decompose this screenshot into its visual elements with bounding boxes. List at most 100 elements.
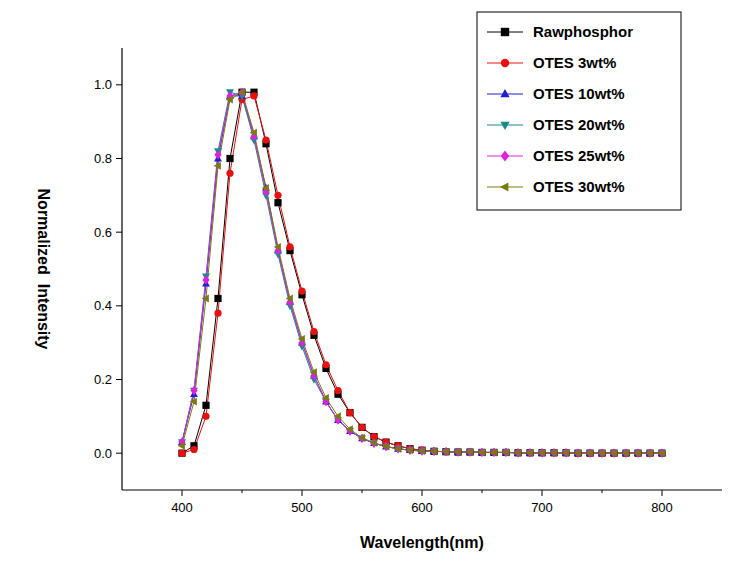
legend-marker <box>500 182 508 191</box>
data-point <box>586 448 593 457</box>
legend-label: Rawphosphor <box>533 23 633 40</box>
legend-label: OTES 25wt% <box>533 147 625 164</box>
data-point <box>178 450 185 457</box>
legend: RawphosphorOTES 3wt%OTES 10wt%OTES 20wt%… <box>477 12 681 210</box>
data-point <box>214 295 221 302</box>
data-point <box>262 136 269 143</box>
data-point <box>442 448 449 456</box>
x-tick-label: 400 <box>171 500 193 515</box>
chart: 4005006007008000.00.20.40.60.81.0Wavelen… <box>0 0 737 573</box>
data-point <box>298 335 305 343</box>
data-point <box>454 448 461 456</box>
y-tick-label: 0.2 <box>94 372 112 387</box>
data-point <box>190 386 197 395</box>
x-tick-label: 500 <box>291 500 313 515</box>
data-point <box>346 409 353 416</box>
legend-label: OTES 30wt% <box>533 178 625 195</box>
data-point <box>610 449 617 457</box>
data-point <box>430 447 437 455</box>
data-point <box>418 446 425 455</box>
y-tick <box>116 453 122 454</box>
data-point <box>502 448 509 457</box>
data-point <box>382 442 389 451</box>
data-point <box>598 448 605 457</box>
legend-label: OTES 3wt% <box>533 54 616 71</box>
data-point <box>502 448 509 456</box>
y-tick-label: 0.8 <box>94 151 112 166</box>
data-point <box>274 192 281 199</box>
data-point <box>658 449 665 457</box>
data-point <box>574 449 581 457</box>
legend-marker <box>501 151 509 162</box>
data-point <box>346 425 353 433</box>
x-tick <box>422 490 423 496</box>
data-point <box>202 295 209 303</box>
data-point <box>226 170 233 177</box>
series-line <box>182 96 662 453</box>
data-point <box>178 450 185 457</box>
data-point <box>238 88 245 97</box>
data-point <box>526 448 533 457</box>
x-tick <box>302 490 303 496</box>
data-point <box>466 447 473 456</box>
data-point <box>562 449 569 457</box>
data-point <box>430 447 437 456</box>
data-point <box>358 434 365 443</box>
data-point <box>442 447 449 456</box>
data-point <box>622 449 629 457</box>
y-tick <box>116 305 122 306</box>
data-point <box>478 448 485 457</box>
data-point <box>538 449 545 457</box>
data-point <box>310 328 317 335</box>
x-minor-tick <box>482 490 483 493</box>
x-minor-tick <box>602 490 603 493</box>
data-point <box>346 409 353 416</box>
data-point <box>382 443 389 451</box>
data-point <box>358 424 365 431</box>
data-point <box>298 288 305 295</box>
data-point <box>262 184 269 192</box>
y-tick <box>116 158 122 159</box>
data-point <box>610 448 617 457</box>
data-point <box>394 445 401 453</box>
series-line <box>182 92 662 453</box>
data-point <box>598 449 605 457</box>
data-point <box>358 424 365 431</box>
data-point <box>322 361 329 368</box>
data-point <box>322 394 329 402</box>
data-point <box>514 449 521 457</box>
legend-box <box>477 12 681 210</box>
data-point <box>286 243 293 250</box>
data-point <box>226 96 233 104</box>
y-tick-label: 0.4 <box>94 298 112 313</box>
y-axis-title: Normalized Intensity <box>35 189 52 350</box>
data-point <box>190 446 197 453</box>
data-point <box>310 368 317 376</box>
y-axis <box>121 48 122 490</box>
data-point <box>586 449 593 457</box>
data-point <box>634 448 641 457</box>
data-point <box>190 398 197 406</box>
data-point <box>466 448 473 456</box>
data-point <box>202 402 209 409</box>
data-point <box>490 448 497 456</box>
data-point <box>406 446 413 454</box>
x-tick <box>182 490 183 496</box>
data-point <box>250 92 257 99</box>
legend-marker <box>500 89 509 97</box>
legend-marker <box>501 28 509 36</box>
data-point <box>214 310 221 317</box>
legend-marker <box>501 59 509 67</box>
data-point <box>634 449 641 457</box>
data-point <box>550 448 557 457</box>
data-point <box>478 448 485 456</box>
data-point <box>286 295 293 303</box>
data-point <box>214 162 221 170</box>
legend-marker <box>500 122 509 130</box>
data-point <box>514 448 521 457</box>
data-point <box>334 387 341 394</box>
series-line <box>182 92 662 453</box>
data-point <box>370 439 377 448</box>
x-tick-label: 600 <box>411 500 433 515</box>
y-tick-label: 1.0 <box>94 77 112 92</box>
